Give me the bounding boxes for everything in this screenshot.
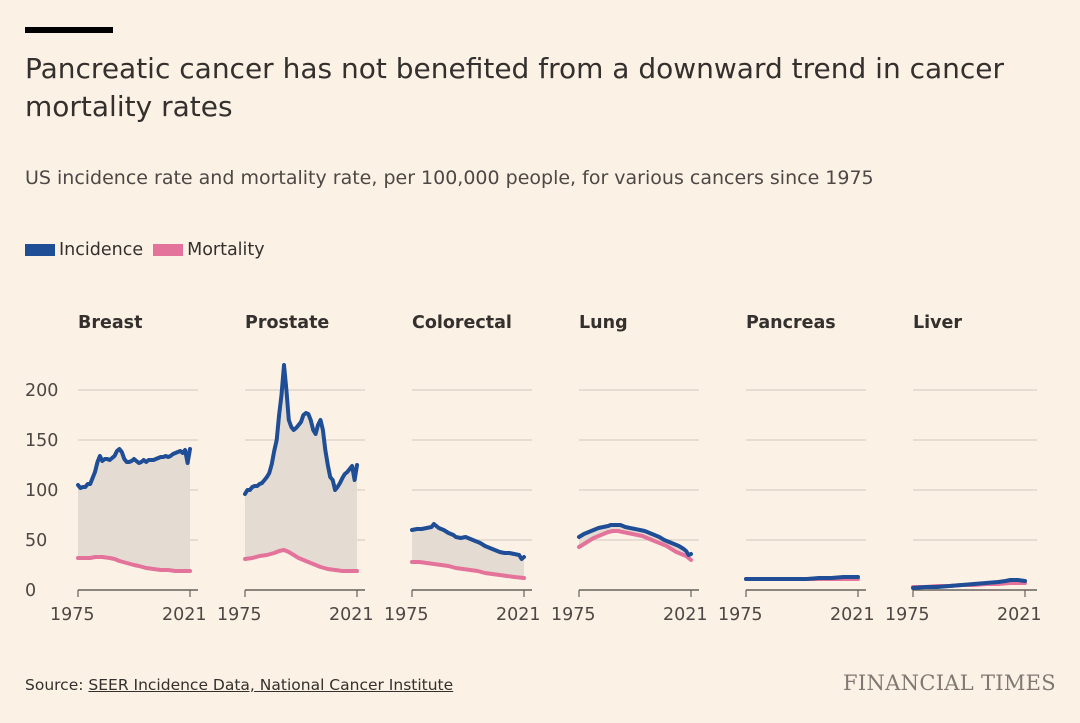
x-tick-label: 1975 — [384, 605, 429, 625]
x-tick-label: 2021 — [329, 605, 374, 625]
panel-lung: Lung 1975 2021 — [551, 313, 708, 625]
legend-label-mortality: Mortality — [187, 240, 265, 260]
y-tick-label: 100 — [25, 481, 58, 501]
panel-title: Liver — [913, 313, 962, 333]
x-tick-label: 2021 — [830, 605, 875, 625]
gap-area — [78, 449, 190, 571]
y-tick-label: 150 — [25, 431, 58, 451]
legend-item-incidence: Incidence — [25, 240, 143, 260]
source-note: Source: SEER Incidence Data, National Ca… — [25, 676, 453, 694]
x-tick-label: 1975 — [217, 605, 262, 625]
brand-wordmark: FINANCIAL TIMES — [843, 671, 1056, 695]
incidence-line — [744, 575, 860, 581]
panel-breast: Breast 1975 2021 — [50, 313, 207, 625]
x-tick-label: 1975 — [50, 605, 95, 625]
mortality-swatch — [153, 244, 184, 256]
incidence-line — [911, 578, 1027, 590]
panel-prostate: Prostate 1975 2021 — [217, 313, 374, 625]
chart-title: Pancreatic cancer has not benefited from… — [25, 52, 1005, 123]
mortality-line — [76, 555, 192, 573]
panel-pancreas: Pancreas 1975 2021 — [718, 313, 875, 625]
source-label: Source: — [25, 676, 89, 694]
x-tick-label: 1975 — [551, 605, 596, 625]
legend: Incidence Mortality — [25, 240, 275, 260]
y-tick-label: 0 — [25, 581, 36, 601]
ft-top-bar — [25, 27, 113, 33]
panel-title: Lung — [579, 313, 628, 333]
gap-area — [245, 365, 357, 571]
panel-liver: Liver 1975 2021 — [885, 313, 1042, 625]
panel-title: Prostate — [245, 313, 329, 333]
x-tick-label: 2021 — [162, 605, 207, 625]
panel-title: Breast — [78, 313, 142, 333]
mortality-line — [410, 560, 526, 580]
incidence-line — [76, 447, 192, 490]
incidence-line — [243, 363, 359, 496]
panel-title: Pancreas — [746, 313, 836, 333]
small-multiples-chart: 0 50 100 150 200 Breast 1975 2021 Prostate 1975 20… — [25, 313, 1042, 625]
y-tick-label: 200 — [25, 381, 58, 401]
panel-title: Colorectal — [412, 313, 512, 333]
panel-colorectal: Colorectal 1975 2021 — [384, 313, 541, 625]
mortality-line — [577, 529, 693, 562]
incidence-line — [410, 522, 526, 561]
x-tick-label: 2021 — [997, 605, 1042, 625]
legend-label-incidence: Incidence — [59, 240, 144, 260]
x-tick-label: 1975 — [718, 605, 763, 625]
y-tick-label: 50 — [25, 531, 47, 551]
x-tick-label: 1975 — [885, 605, 930, 625]
incidence-line — [577, 523, 693, 557]
incidence-swatch — [25, 244, 55, 256]
x-tick-label: 2021 — [496, 605, 541, 625]
source-link[interactable]: SEER Incidence Data, National Cancer Ins… — [88, 676, 454, 694]
chart-subtitle: US incidence rate and mortality rate, pe… — [25, 167, 874, 189]
x-tick-label: 2021 — [663, 605, 708, 625]
legend-item-mortality: Mortality — [153, 240, 265, 260]
mortality-line — [243, 548, 359, 573]
